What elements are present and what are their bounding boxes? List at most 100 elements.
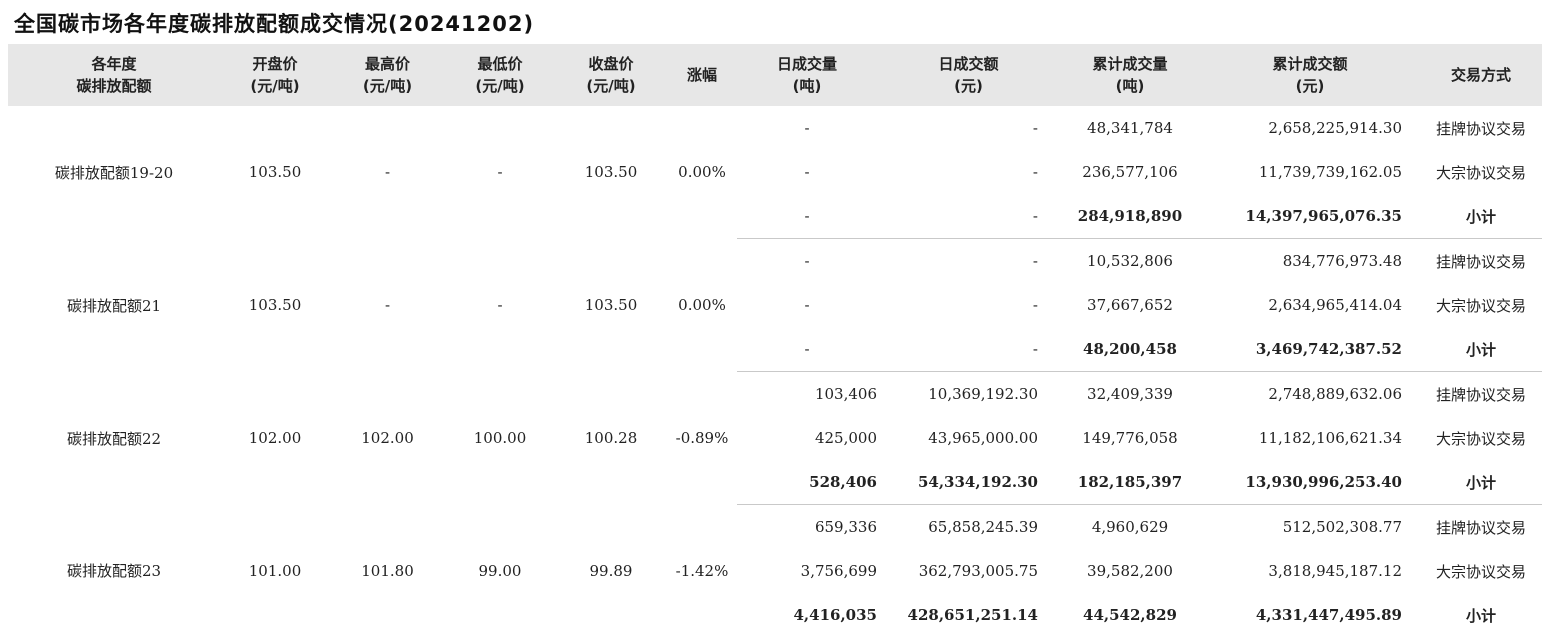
- daily-volume: 4,416,035: [793, 606, 877, 624]
- high-price: 101.80: [361, 561, 414, 580]
- low-price: 100.00: [473, 429, 527, 447]
- quota-name: 碳排放配额19-20: [54, 163, 174, 182]
- cum-volume: 149,776,058: [1082, 429, 1178, 447]
- trade-method: 小计: [1465, 606, 1496, 625]
- daily-amount: -: [1032, 119, 1038, 137]
- trade-method: 小计: [1420, 194, 1542, 239]
- cum-amount: 11,182,106,621.34: [1258, 429, 1402, 447]
- table-row: - - 37,667,652 2,634,965,414.04 大宗协议交易: [8, 283, 1542, 327]
- daily-volume: 659,336: [814, 518, 877, 536]
- daily-volume: 103,406: [814, 385, 877, 403]
- open-price: 103.50: [248, 296, 302, 314]
- col-header-daily-volume: 日成交量 (吨): [737, 44, 877, 106]
- cum-amount: 14,397,965,076.35: [1200, 194, 1420, 239]
- cum-volume: 39,582,200: [1087, 562, 1173, 580]
- table-row: 碳排放配额23 101.00 101.80 99.00 99.89 -1.42%…: [8, 505, 1542, 580]
- table-row: 碳排放配额19-20 103.50 - - 103.50 0.00% - - 4…: [8, 106, 1542, 182]
- table-header: 各年度 碳排放配额 开盘价 (元/吨) 最高价 (元/吨) 最低价 (元/吨) 收盘价(…: [8, 44, 1542, 106]
- cum-volume: 44,542,829: [1083, 606, 1177, 624]
- daily-volume: -: [737, 194, 877, 239]
- subtotal-row: - - 284,918,890 14,397,965,076.35 小计: [8, 194, 1542, 239]
- trade-method: 挂牌协议交易: [1435, 518, 1526, 537]
- daily-amount: -: [1032, 163, 1038, 181]
- cum-amount: 2,658,225,914.30: [1268, 119, 1402, 137]
- daily-volume: 3,756,699: [800, 562, 877, 580]
- col-header-cum-amount: 累计成交额 (元): [1200, 44, 1420, 106]
- trade-method: 挂牌协议交易: [1435, 252, 1526, 271]
- open-price: 101.00: [248, 561, 302, 580]
- col-header-low: 最低价 (元/吨): [445, 44, 555, 106]
- trade-method: 大宗协议交易: [1435, 562, 1526, 581]
- high-price: -: [384, 296, 391, 314]
- table-body: 碳排放配额19-20 103.50 - - 103.50 0.00% - - 4…: [8, 106, 1542, 637]
- cum-volume: 236,577,106: [1082, 163, 1178, 181]
- carbon-quota-table: 各年度 碳排放配额 开盘价 (元/吨) 最高价 (元/吨) 最低价 (元/吨) 收盘价(…: [8, 44, 1542, 637]
- high-price: 102.00: [361, 429, 414, 447]
- daily-volume: 425,000: [814, 429, 877, 447]
- trade-method: 大宗协议交易: [1435, 296, 1526, 315]
- change-pct: -1.42%: [675, 561, 729, 580]
- col-header-cum-volume: 累计成交量 (吨): [1060, 44, 1200, 106]
- table-row: 3,756,699 362,793,005.75 39,582,200 3,81…: [8, 549, 1542, 593]
- low-price: 99.00: [478, 561, 522, 580]
- low-price: -: [497, 163, 503, 182]
- data-table: 各年度 碳排放配额 开盘价 (元/吨) 最高价 (元/吨) 最低价 (元/吨) 收盘价(…: [8, 44, 1542, 637]
- daily-amount: 43,965,000.00: [928, 429, 1038, 447]
- cum-amount: 13,930,996,253.40: [1200, 460, 1420, 505]
- col-header-open: 开盘价 (元/吨): [220, 44, 330, 106]
- daily-amount: 65,858,245.39: [928, 518, 1038, 536]
- table-row: 碳排放配额21 103.50 - - 103.50 0.00% - - 10,5…: [8, 239, 1542, 315]
- daily-amount: 10,369,192.30: [928, 385, 1038, 403]
- trade-method: 挂牌协议交易: [1435, 385, 1526, 404]
- table-row: - - 236,577,106 11,739,739,162.05 大宗协议交易: [8, 150, 1542, 194]
- daily-amount: 428,651,251.14: [907, 606, 1038, 624]
- cum-volume: 32,409,339: [1087, 385, 1173, 403]
- cum-amount: 2,634,965,414.04: [1268, 296, 1402, 314]
- change-pct: 0.00%: [678, 163, 726, 182]
- col-header-daily-amount: 日成交额 (元): [877, 44, 1060, 106]
- daily-amount: -: [1032, 252, 1038, 270]
- cum-volume: 37,667,652: [1087, 296, 1173, 314]
- change-pct: 0.00%: [678, 296, 726, 314]
- table-row: 425,000 43,965,000.00 149,776,058 11,182…: [8, 416, 1542, 460]
- subtotal-row: 528,406 54,334,192.30 182,185,397 13,930…: [8, 460, 1542, 505]
- quota-name: 碳排放配额22: [66, 429, 162, 448]
- daily-volume: -: [804, 119, 810, 137]
- cum-volume: 284,918,890: [1060, 194, 1200, 239]
- daily-volume: 528,406: [737, 460, 877, 505]
- subtotal-row: 4,416,035 428,651,251.14 44,542,829 4,33…: [8, 593, 1542, 637]
- col-header-high: 最高价 (元/吨): [330, 44, 445, 106]
- col-header-close: 收盘价 (元/吨): [555, 44, 667, 106]
- col-header-year: 各年度 碳排放配额: [8, 44, 220, 106]
- open-price: 102.00: [248, 429, 302, 447]
- low-price: -: [497, 296, 503, 314]
- page-title: 全国碳市场各年度碳排放配额成交情况(20241202): [14, 12, 535, 36]
- close-price: 103.50: [584, 296, 638, 314]
- cum-amount: 512,502,308.77: [1282, 518, 1402, 536]
- cum-volume: 48,341,784: [1087, 119, 1173, 137]
- trade-method: 大宗协议交易: [1435, 163, 1526, 182]
- daily-volume: -: [804, 252, 810, 270]
- cum-amount: 2,748,889,632.06: [1268, 385, 1402, 403]
- open-price: 103.50: [248, 163, 302, 182]
- cum-volume: 10,532,806: [1087, 252, 1173, 270]
- trade-method: 大宗协议交易: [1435, 429, 1526, 448]
- cum-amount: 4,331,447,495.89: [1255, 606, 1402, 624]
- close-price: 100.28: [584, 429, 638, 447]
- col-header-change: 涨幅: [667, 44, 737, 106]
- trade-method: 挂牌协议交易: [1435, 119, 1526, 138]
- daily-amount: 54,334,192.30: [877, 460, 1060, 505]
- change-pct: -0.89%: [675, 429, 729, 447]
- close-price: 99.89: [589, 561, 633, 580]
- subtotal-row: - - 48,200,458 3,469,742,387.52 小计: [8, 327, 1542, 372]
- quota-name: 碳排放配额23: [66, 562, 162, 581]
- trade-method: 小计: [1420, 460, 1542, 505]
- col-header-method: 交易方式: [1420, 44, 1542, 106]
- daily-volume: -: [804, 163, 810, 181]
- cum-amount: 11,739,739,162.05: [1258, 163, 1402, 181]
- cum-volume: 48,200,458: [1060, 327, 1200, 372]
- daily-volume: -: [737, 327, 877, 372]
- daily-amount: -: [1032, 296, 1038, 314]
- cum-amount: 3,469,742,387.52: [1200, 327, 1420, 372]
- daily-amount: -: [877, 327, 1060, 372]
